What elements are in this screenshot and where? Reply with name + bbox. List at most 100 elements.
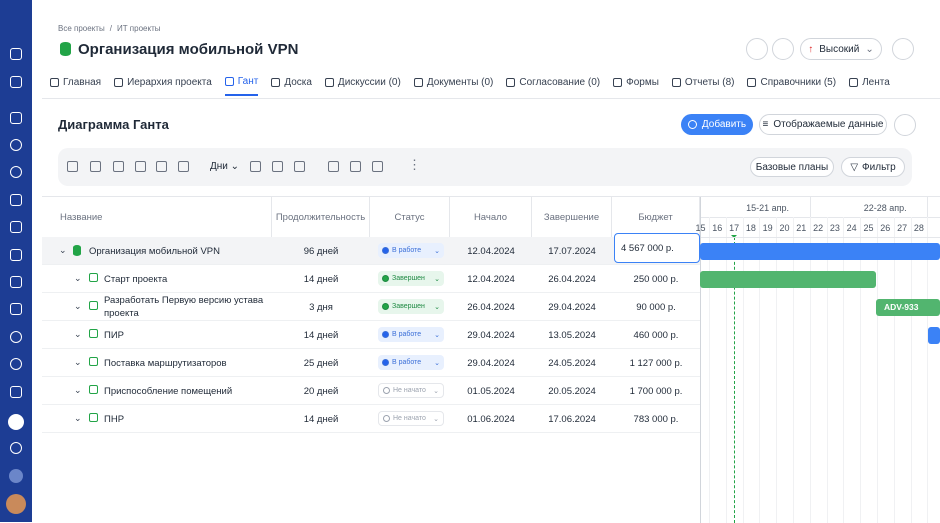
nav-icon[interactable] xyxy=(10,221,22,233)
priority-select[interactable]: ↑ Высокий ⌄ xyxy=(800,38,882,60)
tree-toggle[interactable]: ⌄ xyxy=(74,329,82,339)
workspace-icon[interactable] xyxy=(9,469,23,483)
status-select[interactable]: В работе ⌄ xyxy=(378,243,444,258)
tool-icon[interactable] xyxy=(328,161,339,172)
tree-toggle[interactable]: ⌄ xyxy=(74,273,82,283)
tool-icon[interactable] xyxy=(372,161,383,172)
avatar[interactable] xyxy=(6,494,26,514)
day-label: 18 xyxy=(745,223,756,233)
icon-button[interactable] xyxy=(746,38,768,60)
tab-label: Справочники (5) xyxy=(760,77,837,88)
tool-icon[interactable] xyxy=(135,161,146,172)
table-row[interactable]: ⌄ Приспособление помещений 20 дней Не начат… xyxy=(42,377,700,405)
tool-icon[interactable] xyxy=(156,161,167,172)
tree-toggle[interactable]: ⌄ xyxy=(74,357,82,367)
tool-icon[interactable] xyxy=(113,161,124,172)
tab-label: Формы xyxy=(626,77,659,88)
tab[interactable]: Формы xyxy=(613,76,659,96)
gantt-header-line xyxy=(700,217,940,218)
add-button[interactable]: Добавить xyxy=(681,114,753,135)
status-select[interactable]: Не начато ⌄ xyxy=(378,383,444,398)
tree-toggle[interactable]: ⌄ xyxy=(74,385,82,395)
tab-label: Лента xyxy=(862,77,890,88)
status-select[interactable]: Не начато ⌄ xyxy=(378,411,444,426)
tab[interactable]: Главная xyxy=(50,76,101,96)
gantt-bar[interactable] xyxy=(700,271,876,288)
nav-icon[interactable] xyxy=(10,112,22,124)
gantt-bar[interactable] xyxy=(928,327,940,344)
nav-icon[interactable] xyxy=(10,139,22,151)
tab-icon xyxy=(114,78,124,87)
nav-icon[interactable] xyxy=(10,194,22,206)
tab[interactable]: Доска xyxy=(271,76,312,96)
gantt-bar[interactable]: ADV-933 xyxy=(876,299,940,316)
more-icon[interactable]: ⋮ xyxy=(408,157,421,172)
table-row[interactable]: ⌄ Поставка маршрутизаторов 25 дней В работе… xyxy=(42,349,700,377)
checkbox-icon xyxy=(89,385,98,394)
day-label: 22 xyxy=(813,223,824,233)
tool-icon[interactable] xyxy=(178,161,189,172)
scale-label: Дни xyxy=(210,161,228,172)
tool-icon[interactable] xyxy=(272,161,283,172)
table-row[interactable]: ⌄ ПНР 14 дней Не начато ⌄ 01.06.2024 17.06.202… xyxy=(42,405,700,433)
tree-toggle[interactable]: ⌄ xyxy=(74,413,82,423)
day-line xyxy=(776,217,778,523)
tab[interactable]: Отчеты (8) xyxy=(671,76,734,96)
tab[interactable]: Документы (0) xyxy=(413,76,493,96)
day-line xyxy=(759,217,761,523)
status-select[interactable]: Завершен ⌄ xyxy=(378,271,444,286)
breadcrumb-link[interactable]: ИТ проекты xyxy=(116,24,161,33)
status-dot xyxy=(382,275,389,282)
tool-icon[interactable] xyxy=(294,161,305,172)
tab[interactable]: Согласование (0) xyxy=(506,76,600,96)
tool-icon[interactable] xyxy=(250,161,261,172)
table-row[interactable]: ⌄ Старт проекта 14 дней Завершен ⌄ 12.04.2024… xyxy=(42,265,700,293)
tool-icon[interactable] xyxy=(67,161,78,172)
tab[interactable]: Лента xyxy=(849,76,890,96)
tool-icon[interactable] xyxy=(350,161,361,172)
filter-button[interactable]: ▽ Фильтр xyxy=(841,157,905,177)
breadcrumb-link[interactable]: Все проекты xyxy=(58,24,105,33)
add-button[interactable] xyxy=(8,414,24,430)
tab[interactable]: Иерархия проекта xyxy=(114,76,212,96)
scale-select[interactable]: Дни ⌄ xyxy=(210,161,240,172)
status-label: Завершен xyxy=(392,275,425,282)
tab-icon xyxy=(324,78,334,87)
settings-button[interactable] xyxy=(894,114,916,136)
nav-icon[interactable] xyxy=(10,48,22,60)
display-button[interactable]: ≡ Отображаемые данные xyxy=(759,114,887,135)
tool-icon[interactable] xyxy=(90,161,101,172)
status-select[interactable]: Завершен ⌄ xyxy=(378,299,444,314)
status-chevron: ⌄ xyxy=(433,387,439,395)
tab-icon xyxy=(671,78,681,87)
more-button[interactable] xyxy=(892,38,914,60)
tab-icon xyxy=(271,78,281,87)
tab[interactable]: Дискуссии (0) xyxy=(324,76,401,96)
tab[interactable]: Справочники (5) xyxy=(747,76,836,96)
tab-label: Главная xyxy=(63,77,102,88)
table-row[interactable]: ⌄ Организация мобильной VPN 96 дней В работ… xyxy=(42,233,700,265)
table-row[interactable]: ⌄ Разработать Первую версию устава проект… xyxy=(42,293,700,321)
nav-icon[interactable] xyxy=(10,166,22,178)
table-row[interactable]: ⌄ ПИР 14 дней В работе ⌄ 29.04.2024 13.05.2024… xyxy=(42,321,700,349)
status-select[interactable]: В работе ⌄ xyxy=(378,327,444,342)
nav-icon[interactable] xyxy=(10,303,22,315)
baselines-button[interactable]: Базовые планы xyxy=(750,157,834,177)
nav-icon[interactable] xyxy=(10,358,22,370)
tab[interactable]: Гант xyxy=(224,76,259,96)
nav-icon[interactable] xyxy=(10,442,22,454)
icon-button[interactable] xyxy=(772,38,794,60)
nav-icon[interactable] xyxy=(10,331,22,343)
nav-icon[interactable] xyxy=(10,276,22,288)
nav-icon[interactable] xyxy=(10,386,22,398)
tree-toggle[interactable]: ⌄ xyxy=(59,245,67,255)
nav-icon[interactable] xyxy=(10,249,22,261)
status-chevron: ⌄ xyxy=(434,303,440,311)
status-select[interactable]: В работе ⌄ xyxy=(378,355,444,370)
gantt-bar[interactable] xyxy=(700,243,940,260)
nav-icon[interactable] xyxy=(10,76,22,88)
budget: 250 000 р. xyxy=(633,273,679,285)
tree-toggle[interactable]: ⌄ xyxy=(74,301,82,311)
budget[interactable]: 4 567 000 р. xyxy=(614,233,700,263)
week-divider xyxy=(809,197,811,217)
